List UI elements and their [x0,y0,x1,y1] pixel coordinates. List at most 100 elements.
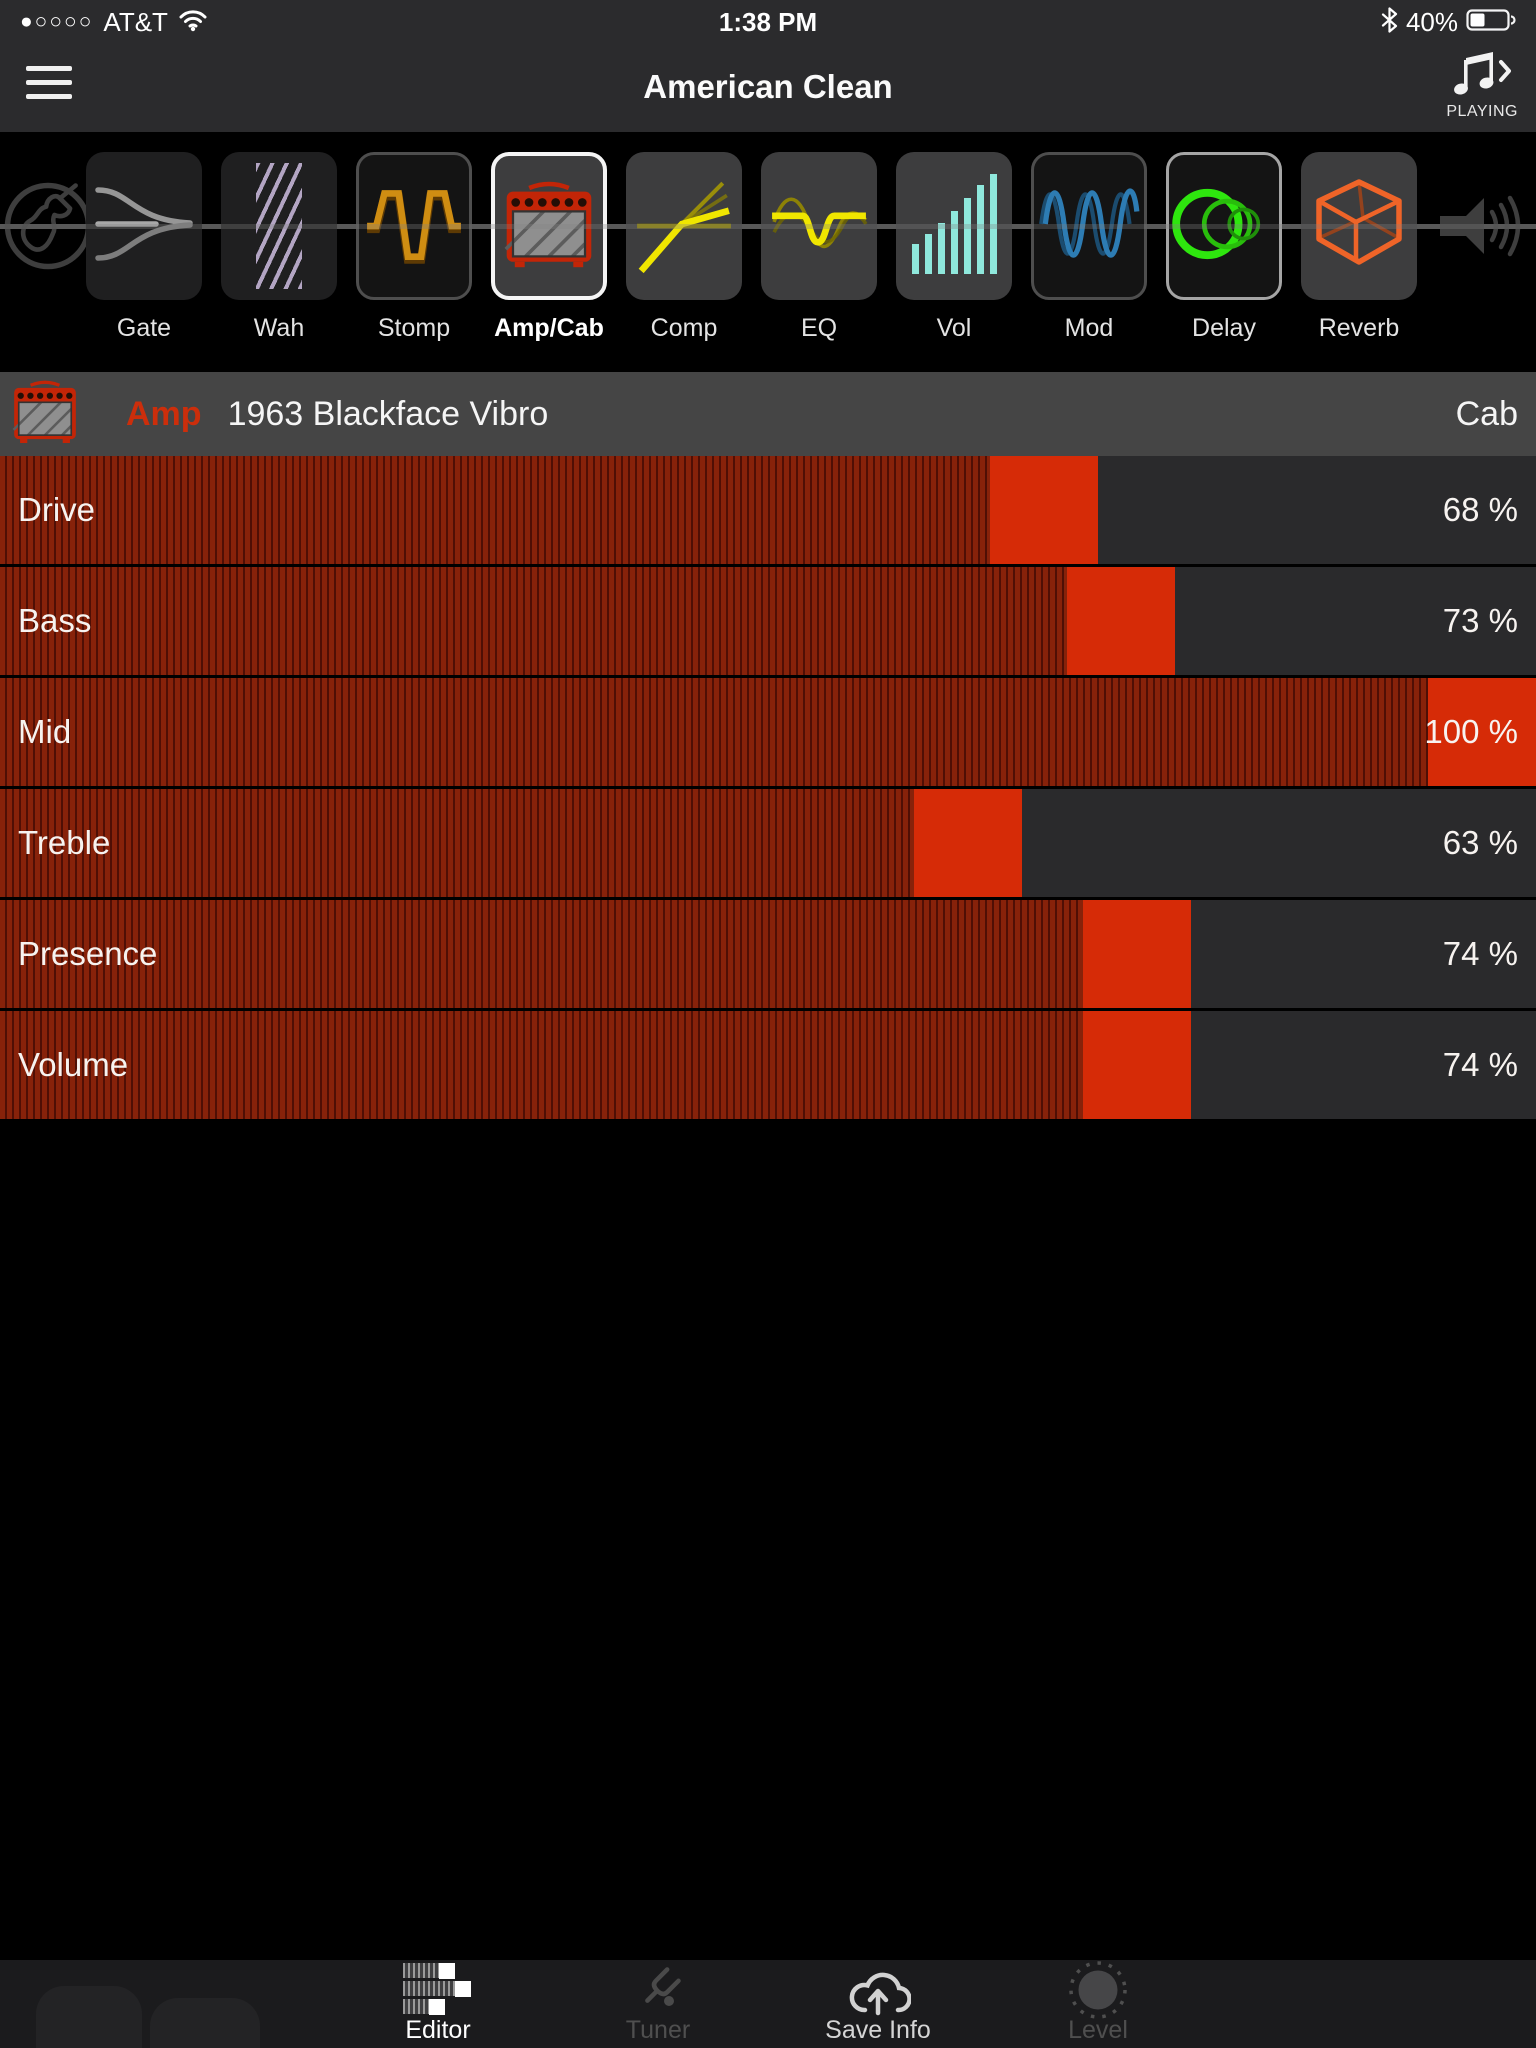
slider-volume[interactable]: Volume 74 % [0,1011,1536,1119]
battery-fill [1470,13,1485,26]
guitar-input-icon [2,180,94,277]
reverb-icon [1309,172,1409,281]
menu-button[interactable] [26,66,72,108]
tab-label: Tuner [625,2016,691,2044]
tab-tuner[interactable]: Tuner [548,1960,768,2048]
tile-amp-cab[interactable] [491,152,607,300]
top-chrome: ●○○○○ AT&T 1:38 PM 40% [0,0,1536,132]
tile-wah[interactable] [221,152,337,300]
label-gate[interactable]: Gate [116,314,172,342]
slider-handle[interactable] [1428,678,1536,786]
effect-tiles [86,152,1417,300]
page-title: American Clean [643,68,893,105]
slider-fill [0,567,1122,675]
slider-handle[interactable] [1082,1011,1191,1119]
slider-label: Presence [18,935,158,972]
slider-handle[interactable] [990,456,1099,564]
slider-handle[interactable] [913,789,1022,897]
parameter-sliders: Drive 68 % Bass 73 % Mid 100 % Treble 63… [0,456,1536,1119]
tile-eq[interactable] [761,152,877,300]
gate-icon [94,164,194,289]
tab-editor[interactable]: Editor [328,1960,548,2048]
battery-percent-label: 40% [1405,6,1458,37]
tab-label: Editor [405,2016,471,2044]
tab-level[interactable]: Level [988,1960,1208,2048]
now-playing-button[interactable]: PLAYING [1446,50,1518,121]
tile-delay[interactable] [1166,152,1282,300]
slider-drive[interactable]: Drive 68 % [0,456,1536,564]
tile-mod[interactable] [1031,152,1147,300]
tuning-fork-icon [633,1965,683,2015]
cell-signal-icon: ●○○○○ [20,10,94,33]
signal-chain: Gate Wah Stomp Amp/Cab Comp EQ Vol Mod D… [0,132,1536,372]
menu-bar [26,80,72,85]
tile-vol[interactable] [896,152,1012,300]
level-knob-icon [1067,1961,1129,2019]
slider-handle[interactable] [1082,900,1191,1008]
label-comp[interactable]: Comp [650,314,718,342]
editor-sliders-icon [403,1962,473,2015]
amp-small-icon [12,380,78,448]
slider-value: 74 % [1442,935,1518,972]
bottom-tab-bar: Editor Tuner Save Info [0,1960,1536,2048]
mod-icon [1037,169,1141,284]
tile-reverb[interactable] [1301,152,1417,300]
battery-icon [1466,7,1516,38]
cloud-upload-icon [845,1965,911,2016]
ghost-shape [36,1986,142,2048]
slider-label: Mid [18,713,72,750]
nav-header: American Clean PLAYING [0,44,1536,132]
slider-fill [0,678,1536,786]
bluetooth-icon [1381,6,1398,38]
vol-icon [904,166,1004,287]
label-wah[interactable]: Wah [253,314,305,342]
tile-gate[interactable] [86,152,202,300]
tab-save-info[interactable]: Save Info [768,1960,988,2048]
menu-bar [26,94,72,99]
menu-bar [26,66,72,71]
slider-fill [0,1011,1137,1119]
amp-icon [504,180,594,273]
label-amp-cab[interactable]: Amp/Cab [494,314,604,342]
playing-label: PLAYING [1446,103,1518,120]
tab-label: Save Info [825,2016,931,2044]
delay-icon [1172,169,1276,284]
music-notes-icon [1451,52,1513,104]
status-time: 1:38 PM [718,6,818,37]
amp-model-name: 1963 Blackface Vibro [227,394,549,433]
slider-handle[interactable] [1067,567,1176,675]
carrier-label: AT&T [103,6,168,37]
tile-comp[interactable] [626,152,742,300]
slider-label: Treble [18,824,111,861]
cab-button[interactable]: Cab [1455,394,1518,433]
slider-value: 68 % [1442,491,1518,528]
status-bar: ●○○○○ AT&T 1:38 PM 40% [0,0,1536,44]
slider-treble[interactable]: Treble 63 % [0,789,1536,897]
slider-fill [0,900,1137,1008]
amp-bar[interactable]: Amp 1963 Blackface Vibro Cab [0,372,1536,456]
slider-fill [0,456,1045,564]
slider-label: Bass [18,602,92,639]
slider-label: Volume [18,1046,129,1083]
slider-value: 73 % [1442,602,1518,639]
slider-value: 100 % [1424,713,1518,750]
slider-bass[interactable]: Bass 73 % [0,567,1536,675]
slider-presence[interactable]: Presence 74 % [0,900,1536,1008]
label-stomp[interactable]: Stomp [377,314,451,342]
speaker-output-icon [1438,188,1534,269]
wah-icon [256,163,302,289]
amp-type-label[interactable]: Amp [126,394,202,433]
label-delay[interactable]: Delay [1192,314,1256,342]
slider-mid[interactable]: Mid 100 % [0,678,1536,786]
status-right: 40% [1381,7,1516,38]
tile-stomp[interactable] [356,152,472,300]
label-eq[interactable]: EQ [800,314,838,342]
eq-icon [768,169,870,284]
slider-fill [0,789,968,897]
ghost-shape [150,1998,260,2048]
label-mod[interactable]: Mod [1064,314,1114,342]
comp-icon [633,169,735,284]
label-reverb[interactable]: Reverb [1318,314,1400,342]
label-vol[interactable]: Vol [936,314,972,342]
